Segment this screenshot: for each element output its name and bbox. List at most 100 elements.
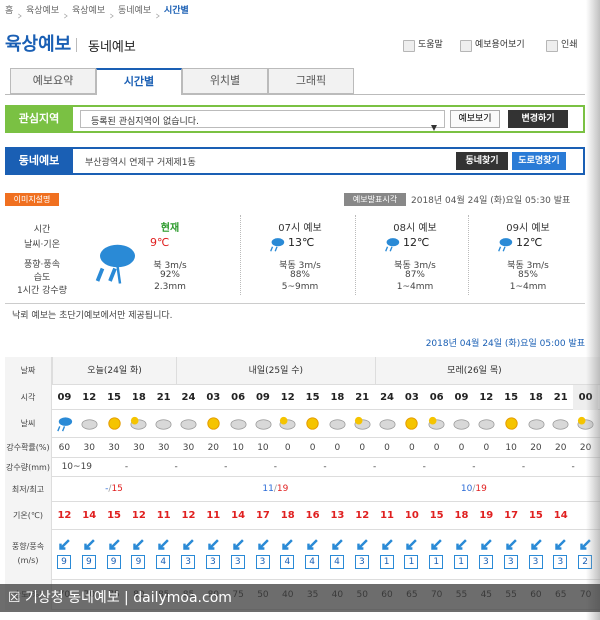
weather-icon [452, 414, 471, 433]
hour: 03 [206, 392, 221, 403]
separator [155, 5, 161, 19]
hour: 09 [255, 392, 270, 403]
row-bg [5, 438, 600, 458]
time: 09시 예보 [506, 223, 550, 234]
tab[interactable]: 위치별 [182, 68, 268, 94]
weather-icon [427, 414, 446, 433]
breadcrumb-item[interactable]: 시간별 [164, 6, 189, 16]
weather-icon [179, 414, 198, 433]
breadcrumb-item[interactable]: 육상예보 [26, 6, 60, 16]
rain-amount: - [174, 462, 178, 472]
wind-arrow [131, 537, 145, 551]
button[interactable]: 동네찾기 [456, 152, 508, 170]
rain-amount: - [422, 462, 426, 472]
tab[interactable]: 시간별 [96, 68, 182, 95]
badge: 이미지설명 [5, 193, 59, 206]
button[interactable]: 변경하기 [508, 110, 568, 128]
temp: 11 [380, 510, 394, 521]
hour: 03 [404, 392, 419, 403]
wind-arrow [156, 537, 170, 551]
rain-prob: 30 [157, 443, 170, 453]
row-label: 날씨 [5, 410, 52, 438]
wind: 북동 3m/s [507, 261, 549, 271]
breadcrumb-item[interactable]: 동네예보 [118, 6, 152, 16]
weather-icon [328, 414, 347, 433]
hour: 09 [454, 392, 469, 403]
weather-icon [496, 235, 514, 253]
temp: 15 [429, 510, 444, 521]
header-button[interactable]: 예보용어보기 [475, 40, 525, 50]
tab[interactable]: 예보요약 [10, 68, 96, 94]
rain-amount: - [273, 462, 277, 472]
wind-speed: 3 [503, 555, 518, 569]
rain-prob: 20 [573, 438, 598, 458]
row-label: 풍향/풍속(m/s) [5, 530, 52, 580]
temp: 14 [231, 510, 246, 521]
breadcrumb-item[interactable]: 육상예보 [72, 6, 106, 16]
weather-icon [55, 414, 74, 433]
rain-amount: - [472, 462, 476, 472]
rain-prob: 0 [359, 443, 366, 453]
temp: 19 [479, 510, 494, 521]
header-button[interactable]: 도움말 [418, 40, 443, 50]
rain-amount: - [323, 462, 327, 472]
row-label: 시각 [5, 385, 52, 410]
temp: 11 [156, 510, 171, 521]
temp: 13℃ [288, 236, 315, 249]
row-label: 풍향·풍속 [24, 260, 60, 270]
hour: 15 [107, 392, 121, 403]
row-label: 강수량(mm) [5, 458, 52, 477]
rain-prob: 0 [408, 443, 415, 453]
button[interactable]: 예보보기 [450, 110, 500, 128]
weather-icon [90, 236, 140, 286]
header-button[interactable]: 인쇄 [561, 40, 578, 50]
rain: 2.3mm [154, 282, 186, 292]
table-issued: 2018년 04월 24일 (화)요일 05:00 발표 [425, 339, 585, 349]
row-label: 시간 [33, 225, 51, 235]
temp: 14 [553, 510, 568, 521]
button[interactable]: 도로명찾기 [512, 152, 566, 170]
rain-prob: 30 [108, 443, 120, 453]
hour: 24 [380, 392, 394, 403]
tab[interactable]: 그래픽 [268, 68, 354, 94]
hour: 06 [429, 392, 444, 403]
wind-speed: 9 [81, 555, 96, 569]
wind-speed: 9 [131, 555, 146, 569]
rain: 1~4mm [396, 282, 434, 292]
weather-icon [353, 414, 372, 433]
wind-arrow [181, 537, 195, 551]
divider [240, 215, 241, 295]
rain: 5~9mm [281, 282, 319, 292]
rain-prob: 30 [83, 443, 95, 453]
row-bg [5, 530, 600, 580]
wind-arrow [404, 537, 418, 551]
wind-speed: 3 [230, 555, 245, 569]
wind-arrow [82, 537, 96, 551]
wind-arrow [256, 537, 270, 551]
separator [63, 5, 69, 19]
weather-icon [378, 414, 397, 433]
shadow [586, 0, 600, 620]
wind-speed: 9 [106, 555, 121, 569]
separator [109, 5, 115, 19]
breadcrumb-item[interactable]: 홈 [5, 6, 14, 16]
divider [355, 215, 356, 295]
wind: 북 3m/s [153, 261, 187, 271]
weather-icon [268, 235, 286, 253]
wind: 북동 3m/s [279, 261, 321, 271]
wind-speed: 4 [156, 555, 171, 569]
weather-icon [383, 235, 401, 253]
rain-prob: 10 [257, 443, 269, 453]
temp: 17 [504, 510, 519, 521]
button-icon [546, 37, 558, 52]
button-icon [403, 37, 415, 52]
watermark: ☒ 기상청 동네예보 | dailymoa.com [0, 584, 600, 612]
humidity: 92% [159, 270, 180, 280]
row-label: 날씨·기온 [24, 240, 60, 250]
temp: 12 [355, 510, 370, 521]
select[interactable]: 등록된 관심지역이 없습니다. [80, 110, 445, 128]
weather-icon [154, 414, 173, 433]
rain-prob: 0 [334, 443, 341, 453]
hour: 12 [479, 392, 494, 403]
